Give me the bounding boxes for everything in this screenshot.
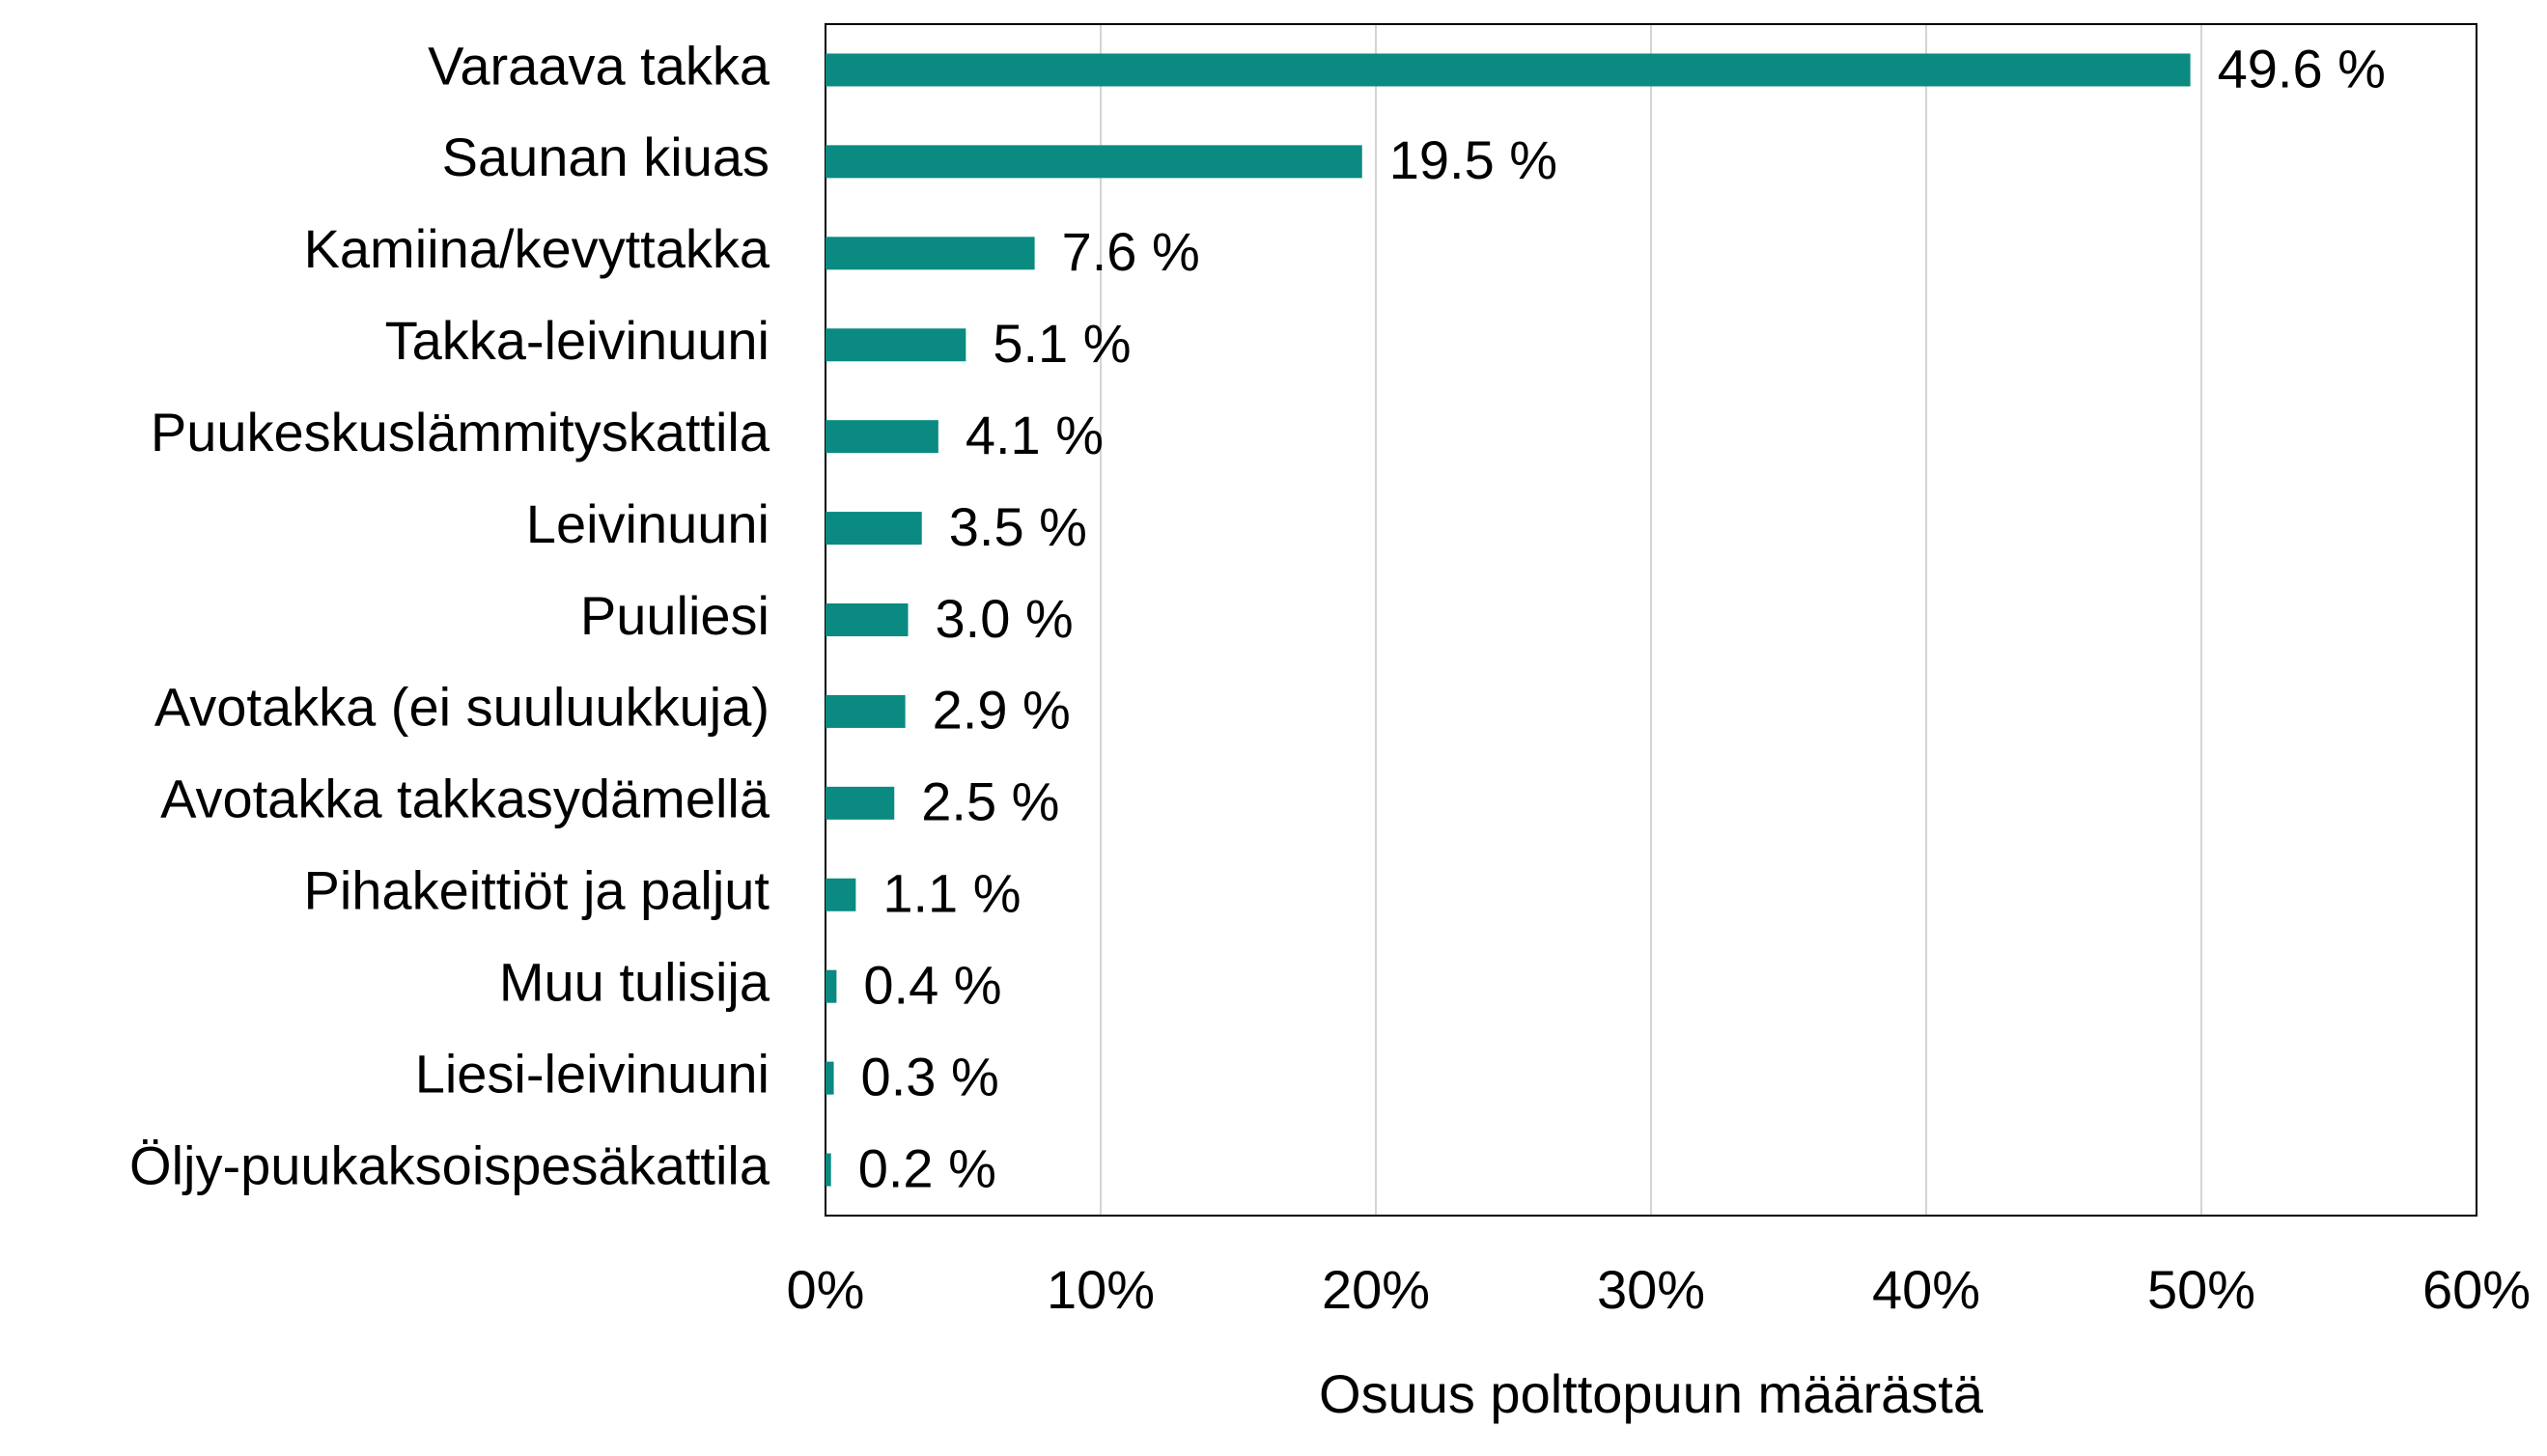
x-tick-label: 30% <box>1597 1259 1705 1320</box>
bar <box>826 603 909 636</box>
x-tick-label: 20% <box>1322 1259 1430 1320</box>
bar <box>826 420 938 454</box>
bar <box>826 328 966 362</box>
bar <box>826 53 2191 87</box>
bar <box>826 694 906 728</box>
x-tick-label: 0% <box>787 1259 865 1320</box>
y-tick-label: Avotakka (ei suuluukkuja) <box>154 677 770 738</box>
x-tick-label: 10% <box>1047 1259 1155 1320</box>
bar <box>826 1061 834 1095</box>
value-label: 0.4 % <box>863 954 1001 1015</box>
x-axis-title: Osuus polttopuun määrästä <box>1319 1363 1984 1424</box>
y-tick-label: Takka-leivinuuni <box>385 310 770 371</box>
bar <box>826 786 895 820</box>
bar <box>826 512 922 546</box>
bar <box>826 969 837 1003</box>
y-tick-label: Puuliesi <box>580 585 770 646</box>
x-tick-label: 50% <box>2147 1259 2255 1320</box>
y-tick-label: Varaava takka <box>428 35 770 96</box>
value-label: 2.9 % <box>933 680 1071 741</box>
value-label: 19.5 % <box>1389 129 1557 190</box>
value-label: 2.5 % <box>921 771 1059 832</box>
bar <box>826 145 1362 179</box>
value-label: 7.6 % <box>1062 221 1200 282</box>
bar <box>826 878 856 911</box>
y-tick-label: Liesi-leivinuuni <box>415 1043 770 1104</box>
value-label: 0.3 % <box>861 1046 999 1106</box>
x-tick-label: 40% <box>1872 1259 1980 1320</box>
value-label: 3.5 % <box>949 496 1087 557</box>
value-label: 49.6 % <box>2218 38 2386 98</box>
y-tick-label: Kamiina/kevyttakka <box>304 218 770 279</box>
y-tick-label: Öljy-puukaksoispesäkattila <box>129 1134 770 1195</box>
bar <box>826 237 1035 270</box>
y-tick-label: Saunan kiuas <box>442 126 770 187</box>
value-label: 1.1 % <box>882 863 1021 924</box>
x-tick-label: 60% <box>2422 1259 2531 1320</box>
y-tick-label: Muu tulisija <box>499 951 770 1012</box>
value-label: 3.0 % <box>936 588 1074 649</box>
y-tick-label: Leivinuuni <box>526 493 770 554</box>
value-label: 4.1 % <box>966 405 1104 465</box>
y-tick-label: Pihakeittiöt ja paljut <box>303 860 770 921</box>
y-tick-label: Avotakka takkasydämellä <box>160 769 770 829</box>
y-tick-label: Puukeskuslämmityskattila <box>151 402 770 462</box>
value-label: 0.2 % <box>858 1137 996 1198</box>
value-label: 5.1 % <box>993 313 1131 374</box>
bar <box>826 1153 831 1187</box>
